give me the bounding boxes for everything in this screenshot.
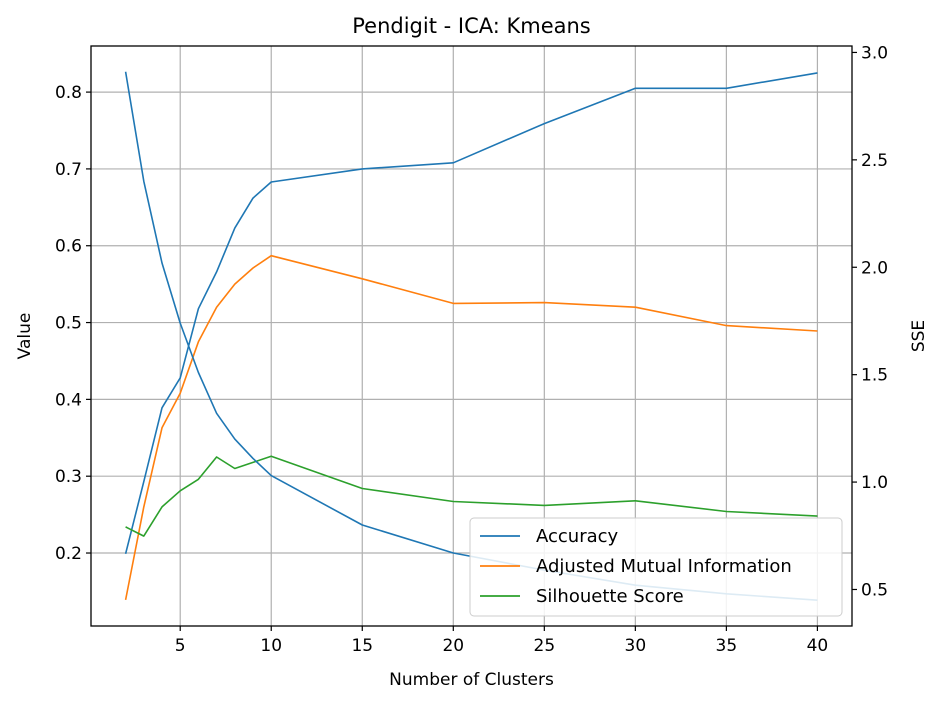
- x-tick-label: 15: [351, 636, 373, 656]
- x-tick-label: 25: [534, 636, 556, 656]
- legend-box: [469, 517, 843, 617]
- y-tick-label: 0.6: [55, 237, 82, 257]
- chart-title: Pendigit - ICA: Kmeans: [352, 14, 591, 38]
- x-tick-label: 40: [807, 636, 829, 656]
- x-tick-label: 30: [625, 636, 647, 656]
- x-tick-label: 20: [442, 636, 464, 656]
- y2-tick-label: 0.5: [861, 580, 888, 600]
- y-axis-label: Value: [15, 313, 35, 360]
- y2-axis: 0.5 1.0 1.5 2.0 2.5 3.0: [852, 43, 888, 600]
- x-axis-label: Number of Clusters: [389, 670, 554, 690]
- series-line-adjusted-mutual-information: [124, 254, 818, 601]
- series-line-silhouette-score: [125, 455, 818, 537]
- y-tick-label: 0.7: [55, 160, 82, 180]
- y-tick-label: 0.2: [55, 544, 82, 564]
- x-axis: 5 10 15 20 25 30 35 40: [175, 626, 828, 656]
- y2-tick-label: 3.0: [861, 43, 888, 63]
- grid: [91, 46, 852, 626]
- legend: Accuracy Adjusted Mutual Information Silho…: [469, 517, 843, 617]
- legend-label: Silhouette Score: [536, 586, 684, 607]
- x-tick-label: 10: [260, 636, 282, 656]
- y-tick-label: 0.8: [55, 83, 82, 103]
- y2-tick-label: 1.0: [861, 473, 888, 493]
- y2-tick-label: 1.5: [861, 366, 888, 386]
- y-tick-label: 0.3: [55, 467, 82, 487]
- y-tick-label: 0.5: [55, 314, 82, 334]
- y-axis: 0.2 0.3 0.4 0.5 0.6 0.7 0.8: [55, 83, 91, 564]
- x-tick-label: 35: [716, 636, 738, 656]
- y2-tick-label: 2.5: [861, 151, 888, 171]
- x-tick-label: 5: [175, 636, 186, 656]
- series-line-accuracy: [124, 72, 818, 554]
- y2-tick-label: 2.0: [861, 258, 888, 278]
- y2-axis-label: SSE: [909, 320, 929, 352]
- legend-label: Accuracy: [536, 526, 619, 547]
- plot-frame: [90, 45, 853, 627]
- y-tick-label: 0.4: [55, 390, 82, 410]
- legend-label: Adjusted Mutual Information: [536, 556, 792, 577]
